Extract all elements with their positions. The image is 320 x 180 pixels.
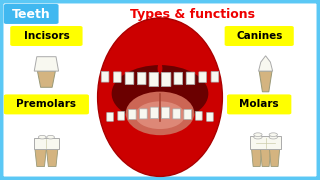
Text: Teeth: Teeth [12,8,51,21]
FancyBboxPatch shape [186,72,195,85]
Ellipse shape [254,133,262,136]
Ellipse shape [254,135,262,139]
FancyBboxPatch shape [4,94,89,114]
FancyBboxPatch shape [125,72,134,85]
FancyBboxPatch shape [101,71,109,82]
FancyBboxPatch shape [149,72,159,87]
Polygon shape [34,57,59,71]
FancyBboxPatch shape [128,109,136,120]
Polygon shape [34,138,59,148]
Ellipse shape [38,135,46,139]
Text: Premolars: Premolars [16,99,76,109]
Polygon shape [46,148,58,166]
Ellipse shape [112,65,208,122]
Polygon shape [252,148,262,166]
FancyBboxPatch shape [4,4,59,24]
Polygon shape [37,71,55,87]
FancyBboxPatch shape [211,71,219,82]
FancyBboxPatch shape [161,72,171,87]
FancyBboxPatch shape [118,111,124,120]
FancyBboxPatch shape [107,112,114,121]
Text: Incisors: Incisors [24,31,69,41]
FancyBboxPatch shape [207,112,213,121]
Ellipse shape [98,18,222,176]
Ellipse shape [126,92,194,135]
FancyBboxPatch shape [199,72,206,82]
Ellipse shape [135,101,185,129]
Polygon shape [35,148,46,166]
FancyBboxPatch shape [225,26,294,46]
Ellipse shape [269,133,277,136]
Polygon shape [259,56,273,71]
FancyBboxPatch shape [140,109,147,119]
Polygon shape [260,148,271,166]
Ellipse shape [269,135,277,139]
Text: Types & functions: Types & functions [130,8,254,21]
FancyBboxPatch shape [173,109,180,119]
Ellipse shape [157,63,163,74]
FancyBboxPatch shape [137,72,146,85]
FancyBboxPatch shape [161,107,170,119]
FancyBboxPatch shape [150,107,159,119]
FancyBboxPatch shape [227,94,292,114]
Text: Canines: Canines [236,31,282,41]
FancyBboxPatch shape [114,72,121,82]
FancyBboxPatch shape [184,109,192,120]
Polygon shape [259,71,272,92]
Polygon shape [269,148,280,166]
FancyBboxPatch shape [10,26,83,46]
Polygon shape [250,136,281,148]
Text: Molars: Molars [239,99,279,109]
FancyBboxPatch shape [174,72,183,85]
Ellipse shape [47,135,54,139]
FancyBboxPatch shape [196,111,202,120]
